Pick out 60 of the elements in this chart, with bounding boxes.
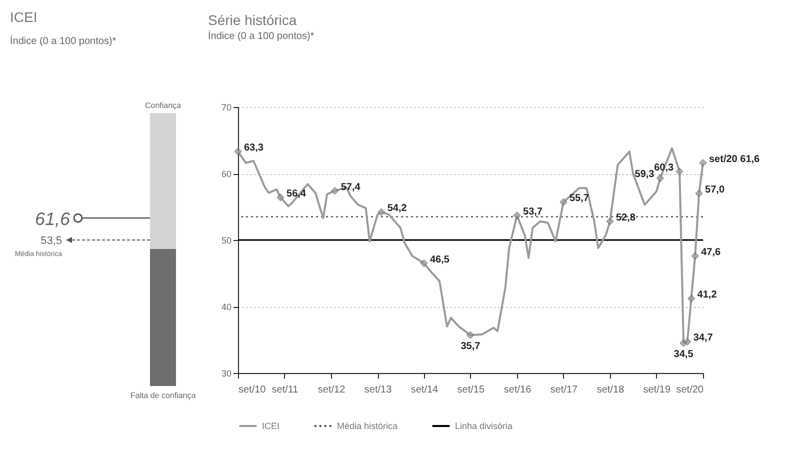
point <box>606 218 614 226</box>
y-tick-label: 60 <box>221 169 232 179</box>
point <box>234 148 242 156</box>
point <box>699 159 707 167</box>
text: Confiança <box>144 101 182 110</box>
data-label: 34,5 <box>674 349 694 360</box>
y-tick-label: 50 <box>221 236 232 246</box>
data-label: 57,4 <box>340 182 361 193</box>
point <box>684 338 692 346</box>
data-label: set/20 61,6 <box>709 154 760 165</box>
chart-subtitle: Índice (0 a 100 pontos)* <box>208 30 314 42</box>
y-tick-label: 40 <box>221 302 232 312</box>
data-label: 56,4 <box>286 188 306 200</box>
x-tick-label: set/17 <box>550 384 578 396</box>
legend-label: Linha divisória <box>455 421 513 431</box>
x-tick-label: set/12 <box>318 384 346 396</box>
point <box>695 190 703 198</box>
text: Índice (0 a 100 pontos)* <box>10 35 116 47</box>
data-label: 47,6 <box>701 246 722 258</box>
point <box>378 208 386 216</box>
x-tick-label: set/18 <box>596 384 625 396</box>
x-tick-label: set/20 <box>676 384 704 396</box>
point <box>331 187 339 195</box>
x-tick-label: set/16 <box>504 384 532 396</box>
data-label: 54,2 <box>387 203 408 214</box>
legend-label: ICEI <box>262 421 280 431</box>
chart-title: Série histórica <box>208 12 297 28</box>
data-label: 57,0 <box>705 184 725 196</box>
legend-label: Média histórica <box>337 421 398 431</box>
data-label: 60,3 <box>654 162 674 174</box>
point <box>691 252 699 260</box>
point <box>466 331 474 339</box>
text: 53,5 <box>40 235 62 247</box>
data-label: 63,3 <box>244 142 264 154</box>
point <box>513 212 521 220</box>
point <box>276 194 284 202</box>
text: Falta de confiança <box>130 391 196 400</box>
point <box>688 294 696 302</box>
point <box>420 260 428 268</box>
point <box>560 198 568 206</box>
point <box>676 168 684 176</box>
x-tick-label: set/11 <box>272 384 299 396</box>
text: 61,6 <box>34 209 71 229</box>
data-label: 53,7 <box>523 206 543 218</box>
x-tick-label: set/15 <box>457 384 485 396</box>
data-label: 34,7 <box>693 332 714 344</box>
data-label: 41,2 <box>697 290 718 301</box>
y-tick-label: 70 <box>221 102 232 112</box>
x-tick-label: set/10 <box>238 384 266 396</box>
point <box>656 174 664 182</box>
x-tick-label: set/19 <box>643 384 671 396</box>
data-label: 59,3 <box>634 169 655 180</box>
data-label: 35,7 <box>460 341 481 352</box>
text: ICEI <box>10 9 38 25</box>
data-label: 52,8 <box>616 212 636 224</box>
y-tick-label: 30 <box>221 368 232 378</box>
x-tick-label: set/14 <box>410 384 439 396</box>
x-tick-label: set/13 <box>364 384 392 396</box>
data-label: 46,5 <box>430 254 450 266</box>
data-label: 55,7 <box>569 193 590 204</box>
